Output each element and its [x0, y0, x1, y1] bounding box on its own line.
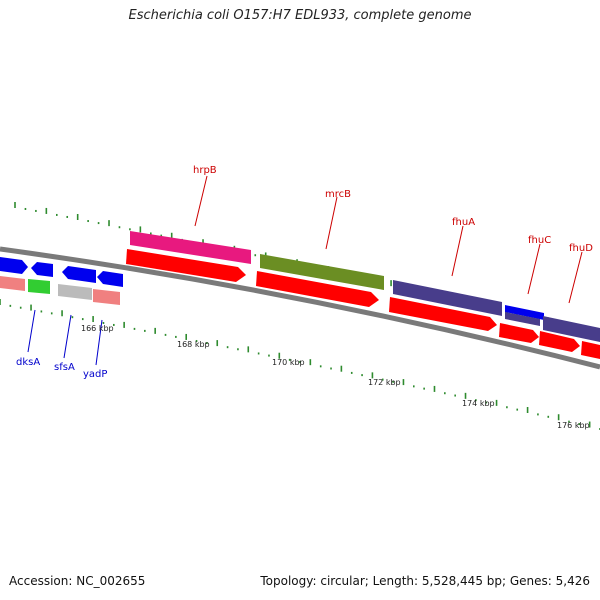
feature-mrcB[interactable] — [260, 254, 384, 290]
gene-label-fhuA[interactable]: fhuA — [452, 217, 475, 228]
cds-track — [126, 249, 600, 359]
cds-arrow-4[interactable] — [499, 323, 539, 343]
feature-hrpB[interactable] — [130, 231, 251, 264]
cds-arrow-1[interactable] — [126, 249, 246, 282]
gene-label-fhuC[interactable]: fhuC — [528, 235, 551, 246]
feature-sfsA-green[interactable] — [28, 279, 50, 294]
top-label-leaders — [194, 175, 583, 304]
ruler-label-176: 176 kbp — [557, 421, 590, 430]
left-gene-cluster — [0, 257, 123, 305]
ruler-label-174: 174 kbp — [462, 399, 495, 408]
feature-blue-2[interactable] — [62, 266, 96, 283]
feature-gray[interactable] — [58, 284, 92, 300]
gene-label-yadP[interactable]: yadP — [83, 369, 107, 380]
bottom-label-leaders — [27, 309, 103, 366]
upper-gene-track — [130, 231, 600, 342]
ruler-label-166: 166 kbp — [81, 324, 114, 333]
genome-summary-text: Topology: circular; Length: 5,528,445 bp… — [260, 574, 590, 588]
gene-label-mrcB[interactable]: mrcB — [325, 189, 351, 200]
accession-text: Accession: NC_002655 — [9, 574, 146, 588]
feature-fhuC-base[interactable] — [505, 312, 540, 326]
gene-label-dksA[interactable]: dksA — [16, 357, 40, 368]
ruler-labels: 166 kbp 168 kbp 170 kbp 172 kbp 174 kbp … — [81, 324, 590, 430]
bottom-gene-labels: dksA sfsA yadP — [16, 357, 107, 380]
feature-fhuA[interactable] — [393, 280, 502, 316]
ruler-label-168: 168 kbp — [177, 340, 210, 349]
ruler-label-170: 170 kbp — [272, 358, 305, 367]
map-title: Escherichia coli O157:H7 EDL933, complet… — [128, 8, 472, 23]
feature-pink-1[interactable] — [0, 276, 25, 291]
top-gene-labels: hrpB mrcB fhuA fhuC fhuD — [193, 165, 593, 254]
feature-blue-1[interactable] — [0, 257, 28, 274]
feature-fhuD[interactable] — [543, 316, 600, 342]
feature-dksA-blue[interactable] — [31, 262, 53, 277]
cds-arrow-6[interactable] — [581, 341, 600, 359]
genome-backbone — [0, 246, 600, 370]
cds-arrow-5[interactable] — [539, 331, 580, 352]
gene-label-fhuD[interactable]: fhuD — [569, 243, 593, 254]
feature-fhuC[interactable] — [505, 305, 544, 320]
gene-label-hrpB[interactable]: hrpB — [193, 165, 217, 176]
cds-arrow-2[interactable] — [256, 271, 379, 307]
cds-arrow-3[interactable] — [389, 297, 497, 331]
gene-label-sfsA[interactable]: sfsA — [54, 362, 75, 373]
feature-blue-3[interactable] — [97, 271, 123, 287]
feature-yadP-pink[interactable] — [93, 289, 120, 305]
ruler-label-172: 172 kbp — [368, 378, 401, 387]
